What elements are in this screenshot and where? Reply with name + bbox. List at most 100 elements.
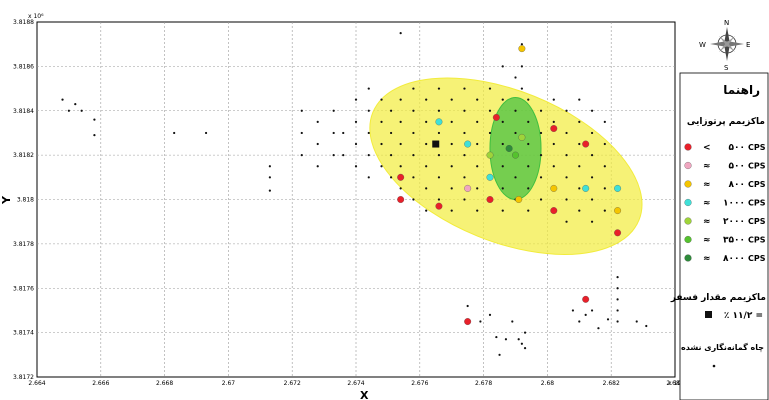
compass-east: E (746, 41, 750, 49)
undrilled-well-point (501, 187, 504, 190)
undrilled-well-point (300, 131, 303, 135)
undrilled-well-point (590, 154, 594, 157)
y-tick-label: 3.8182 (13, 152, 34, 159)
undrilled-well-point (511, 320, 514, 323)
undrilled-well-point (399, 165, 402, 168)
undrilled-well-point (300, 154, 303, 157)
undrilled-well-point (527, 98, 530, 101)
y-tick-label: 3.8178 (13, 241, 34, 248)
undrilled-well-point (74, 102, 77, 106)
phosphate-legend-square (705, 311, 712, 318)
undrilled-well-point (523, 331, 527, 334)
undrilled-well-point (635, 320, 638, 323)
legend-value: ۵۰۰ (729, 162, 745, 172)
undrilled-well-point (463, 87, 466, 90)
radioactivity-legend-title: ماکزیمم پرتوزایی (687, 117, 765, 127)
undrilled-well-point (527, 187, 530, 190)
legend-unit: CPS (748, 236, 766, 245)
undrilled-well-point (616, 276, 619, 279)
legend-value: ۸۰۰ (729, 180, 745, 190)
undrilled-well-point (539, 109, 543, 112)
undrilled-well-point (603, 120, 606, 123)
undrilled-well-point (463, 131, 466, 135)
legend-swatch (684, 143, 692, 151)
legend-unit: CPS (748, 254, 766, 263)
undrilled-well-point (332, 131, 335, 135)
undrilled-well-point (501, 98, 504, 101)
legend-swatch (684, 217, 692, 225)
compass-south: S (724, 64, 729, 72)
phosphate-point (432, 140, 440, 148)
radioactivity-point (486, 196, 494, 203)
undrilled-well-point (425, 165, 428, 168)
undrilled-well-point (501, 120, 504, 123)
undrilled-well-point (389, 176, 393, 179)
undrilled-well-point (520, 65, 523, 68)
legend-swatch (684, 161, 692, 170)
y-tick-label: 3.8186 (13, 63, 34, 70)
legend-unit: CPS (748, 162, 766, 171)
undrilled-well-point (354, 120, 358, 123)
undrilled-well-point (552, 98, 555, 101)
phosphate-legend-title: ماکزیمم مقدار فسفر (670, 293, 766, 303)
undrilled-well-point (603, 142, 606, 146)
undrilled-well-point (332, 109, 335, 112)
legend-symbol: ≈ (703, 180, 711, 190)
undrilled-well-point (463, 154, 466, 157)
legend-unit: CPS (748, 143, 766, 152)
legend-symbol: ≈ (703, 162, 711, 172)
undrilled-well-point (565, 109, 568, 112)
undrilled-well-point (565, 154, 568, 157)
undrilled-well-point (488, 87, 492, 90)
legend-symbol: < (703, 143, 711, 153)
undrilled-well-point (552, 142, 555, 146)
undrilled-well-point (514, 109, 517, 112)
radioactivity-point (582, 184, 590, 192)
undrilled-well-point (498, 353, 501, 356)
undrilled-well-point (590, 309, 594, 312)
x-tick-label: 2.676 (411, 380, 428, 387)
undrilled-well-point (578, 98, 581, 101)
undrilled-well-point (412, 198, 415, 201)
undrilled-well-point (316, 142, 319, 146)
undrilled-well-point (412, 87, 415, 90)
undrilled-well-point (527, 209, 530, 212)
undrilled-well-point (590, 176, 594, 179)
radioactivity-point (492, 113, 500, 121)
undrilled-well-point (450, 209, 453, 212)
undrilled-well-point (645, 324, 648, 328)
x-tick-label: 2.664 (28, 380, 45, 387)
undrilled-well-point (67, 109, 70, 112)
undrilled-well-point (354, 142, 358, 146)
undrilled-well-point (316, 120, 319, 123)
radioactivity-point (550, 184, 558, 192)
undrilled-well-point (539, 198, 543, 201)
legend-symbol: ≈ (703, 217, 711, 227)
radioactivity-point (486, 173, 494, 181)
undrilled-well-point (437, 176, 441, 179)
undrilled-well-point (389, 109, 393, 112)
undrilled-well-point (463, 176, 466, 179)
undrilled-well-point (565, 131, 568, 135)
undrilled-well-point (552, 165, 555, 168)
undrilled-well-point (450, 187, 453, 190)
undrilled-well-point (603, 165, 606, 168)
undrilled-well-point (93, 134, 96, 137)
undrilled-wells (61, 31, 648, 356)
radioactivity-point (614, 184, 622, 192)
undrilled-well-point (437, 198, 441, 201)
undrilled-well-point (476, 187, 479, 190)
undrilled-well-point (450, 165, 453, 168)
undrilled-well-point (412, 176, 415, 179)
undrilled-well-point (597, 327, 600, 330)
undrilled-well-point (316, 165, 319, 168)
undrilled-well-point (584, 313, 587, 316)
radioactivity-point (464, 184, 472, 192)
radioactivity-point (512, 151, 519, 159)
undrilled-legend-title: چاه گمانه‌نگاری نشده (681, 342, 764, 352)
radioactivity-point (614, 207, 622, 215)
undrilled-well-point (590, 220, 594, 223)
undrilled-well-point (527, 165, 530, 168)
undrilled-well-point (380, 98, 383, 101)
legend-value: ۳۵۰۰ (723, 236, 745, 246)
